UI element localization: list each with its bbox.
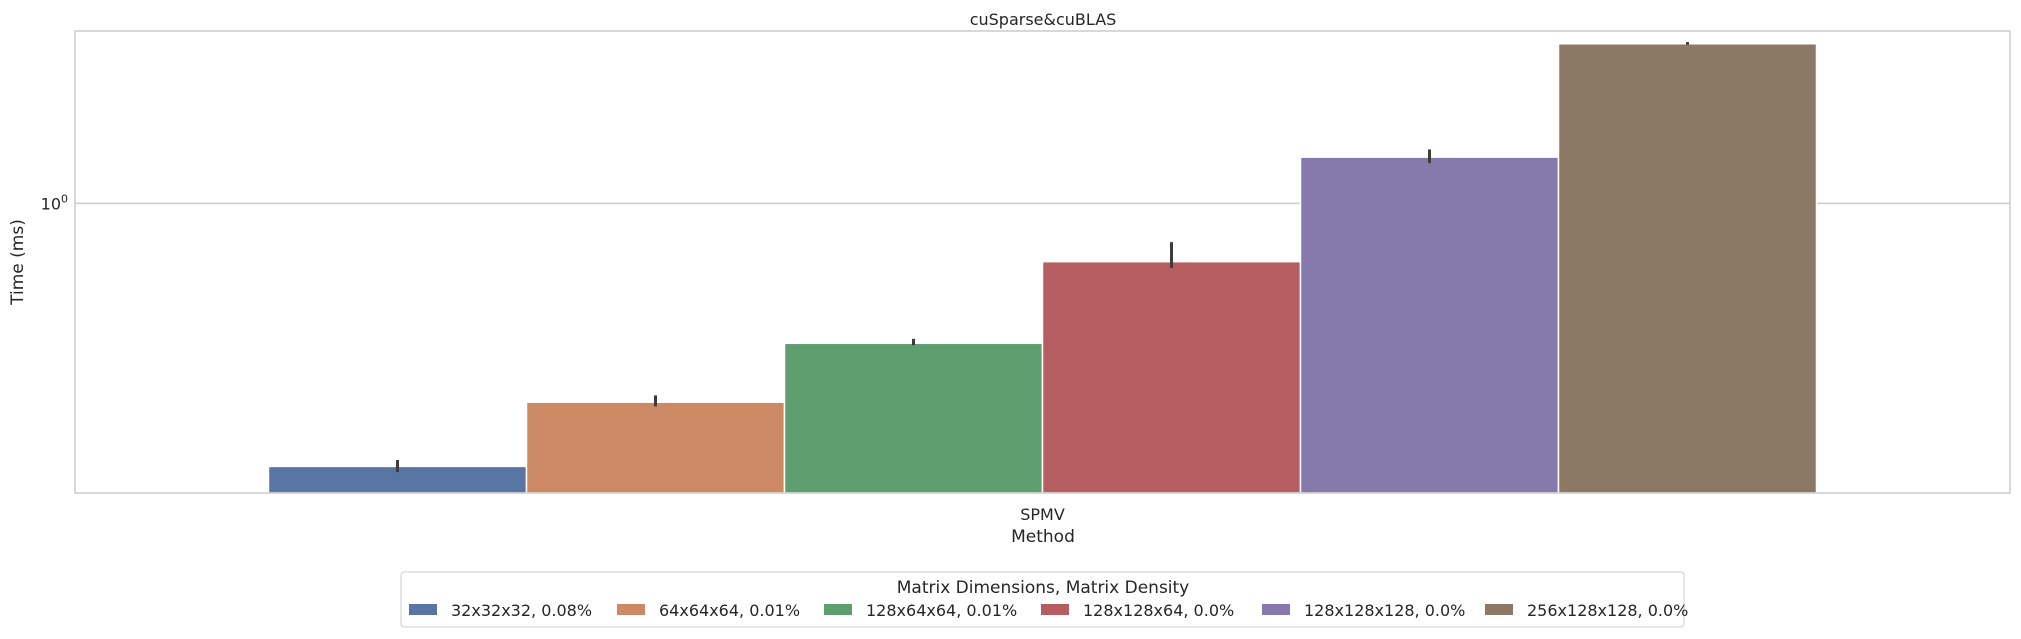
y-axis-label: Time (ms) — [8, 219, 28, 306]
legend-frame — [400, 571, 1685, 628]
legend-swatch — [1485, 604, 1513, 615]
legend-label: 128x128x128, 0.0% — [1304, 601, 1465, 620]
bar — [783, 342, 1044, 494]
plot-frame — [74, 30, 2011, 494]
chart-title: cuSparse&cuBLAS — [970, 10, 1117, 29]
bar — [1299, 156, 1560, 494]
x-tick-label: SPMV — [1020, 505, 1065, 524]
legend-label: 256x128x128, 0.0% — [1527, 601, 1688, 620]
legend-label: 64x64x64, 0.01% — [659, 601, 800, 620]
legend-swatch — [824, 604, 852, 615]
legend-label: 128x128x64, 0.0% — [1083, 601, 1234, 620]
legend-title: Matrix Dimensions, Matrix Density — [897, 578, 1190, 598]
legend-label: 32x32x32, 0.08% — [451, 601, 592, 620]
legend-swatch — [409, 604, 437, 615]
legend-swatch — [617, 604, 645, 615]
bar — [1557, 43, 1818, 494]
legend-swatch — [1262, 604, 1290, 615]
legend-label: 128x64x64, 0.01% — [866, 601, 1017, 620]
x-axis-label: Method — [1011, 527, 1075, 547]
bar — [1041, 260, 1302, 494]
legend-swatch — [1041, 604, 1069, 615]
y-tick-label: 100 — [41, 192, 68, 213]
bar — [525, 401, 786, 494]
legend: Matrix Dimensions, Matrix Density 32x32x… — [400, 571, 1688, 628]
